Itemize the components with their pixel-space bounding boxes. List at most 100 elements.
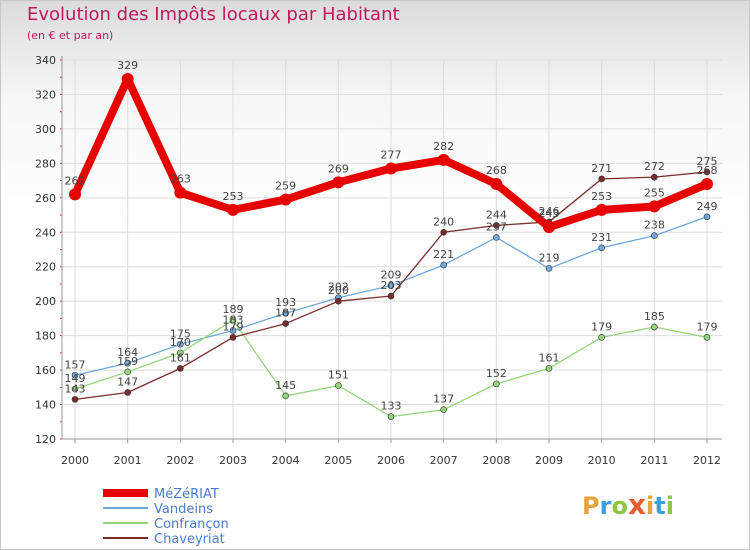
data-label: 282 [433,140,454,153]
data-label: 243 [539,207,560,220]
data-point [545,265,553,272]
data-point [651,173,658,181]
data-label: 219 [539,251,560,264]
data-label: 187 [275,307,296,320]
data-point [71,396,79,403]
x-tick-label: 2002 [166,454,194,467]
data-label: 193 [275,296,296,309]
data-label: 268 [697,164,718,177]
data-label: 272 [644,160,665,173]
data-point [598,334,605,341]
logo-letter: r [599,492,612,520]
data-point [227,203,239,216]
data-label: 170 [170,336,191,349]
legend-label: Chaveyriat [154,532,225,547]
data-point [121,72,134,85]
legend-label: Confrançon [154,517,229,532]
grid [62,59,722,440]
x-tick-label: 2012 [693,454,721,467]
data-label: 200 [328,284,349,297]
x-tick-label: 2010 [588,454,616,467]
y-tick-label: 120 [35,433,56,446]
data-point [335,382,342,389]
data-labels: 157 164 175 183 193 202 209 221 237 219 231 238 249 1… [65,59,718,413]
data-label: 185 [644,310,665,323]
data-label: 253 [223,190,244,203]
logo-letter: P [582,492,600,520]
y-tick-label: 300 [35,123,56,136]
x-tick-label: 2004 [272,454,300,467]
data-label: 253 [591,190,612,203]
data-point [332,176,345,189]
data-label: 246 [539,205,560,218]
logo-letter: i [646,492,655,520]
y-tick-label: 160 [35,364,56,377]
y-tick-label: 240 [35,226,56,239]
data-label: 159 [117,355,138,368]
data-point [703,213,711,221]
data-point [174,186,187,199]
data-label: 255 [644,186,665,199]
data-point [335,297,342,305]
data-label: 149 [65,372,86,385]
x-tick-label: 2011 [640,454,668,467]
data-label: 269 [328,162,349,175]
data-label: 161 [539,351,560,364]
data-point [440,261,447,269]
data-label: 145 [275,379,296,392]
data-point [177,349,184,357]
data-point [282,320,289,327]
data-point [71,371,79,379]
data-label: 179 [223,320,244,333]
x-tick-label: 2007 [430,454,458,467]
data-label: 202 [328,281,349,294]
data-label: 143 [65,382,86,395]
data-label: 262 [65,174,86,187]
legend-label: MéZéRIAT [154,487,219,502]
data-label: 152 [486,367,507,380]
data-label: 268 [486,164,507,177]
series-layer [69,72,713,420]
data-point [229,334,237,341]
data-point [387,282,395,289]
x-tick-label: 2000 [61,454,89,467]
chart-subtitle: (en € et par an) [27,29,114,42]
data-point [437,153,450,166]
data-label: 244 [486,208,507,221]
data-label: 277 [381,149,402,162]
data-label: 161 [170,351,191,364]
data-point [490,178,503,191]
data-point [648,200,661,213]
data-label: 183 [223,313,244,326]
data-label: 259 [275,180,296,193]
data-point [385,162,397,175]
chart-title: Evolution des Impôts locaux par Habitant [27,4,400,25]
data-label: 221 [433,248,454,261]
logo-letter: o [611,492,628,520]
legend-label: Vandeins [154,502,213,517]
x-tick-label: 2005 [324,454,352,467]
data-label: 231 [591,231,612,244]
data-point [440,406,447,414]
x-axis-ticks: 2000 2001 2002 2003 2004 2005 2006 2007 2008 2009… [61,454,721,467]
data-point [595,203,608,216]
y-tick-label: 340 [35,54,56,67]
data-label: 237 [486,220,507,233]
data-point [177,340,184,348]
y-tick-label: 220 [35,261,56,274]
x-tick-label: 2001 [114,454,142,467]
data-label: 209 [381,269,402,282]
x-tick-label: 2003 [219,454,247,467]
y-tick-label: 200 [35,295,56,308]
data-point [598,175,605,183]
y-tick-label: 260 [35,192,56,205]
y-tick-label: 320 [35,88,56,101]
data-label: 133 [381,400,402,413]
data-point [493,222,500,229]
data-label: 275 [697,155,718,168]
data-point [229,316,237,324]
data-point [493,234,500,241]
data-label: 157 [65,358,86,371]
data-point [69,188,81,201]
